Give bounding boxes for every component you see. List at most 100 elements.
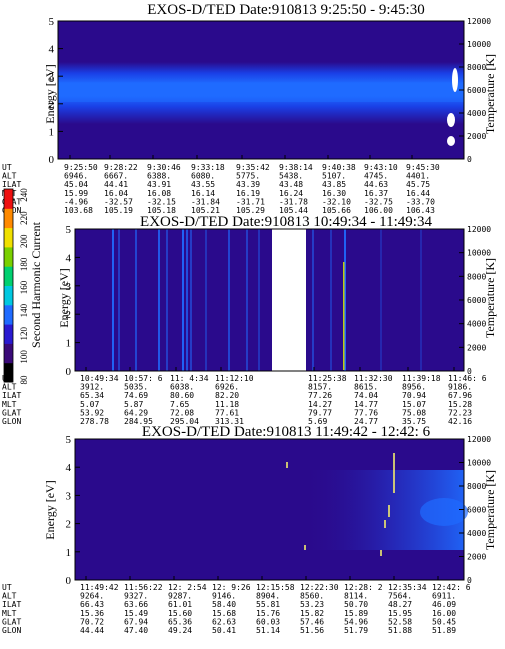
- orbit-value: 5438.: [279, 172, 303, 181]
- colorbar-segment: [4, 285, 13, 306]
- orbit-value: 16.19: [236, 189, 260, 198]
- orbit-value: 11:25:38: [308, 374, 347, 383]
- colorbar: 80 100 120 140 160 180 200 220 240 Second Harmon…: [3, 188, 43, 385]
- y2-tick-label: 2000: [467, 343, 486, 352]
- orbit-row-label: ALT: [2, 592, 17, 601]
- orbit-value: 45.04: [64, 180, 88, 189]
- orbit-value: 64.29: [124, 408, 148, 417]
- spectral-streaks: [286, 453, 395, 556]
- colorbar-tick-label: 120: [19, 327, 29, 341]
- y-tick-label: 4: [49, 44, 55, 56]
- orbit-value: 51.88: [388, 626, 412, 635]
- orbit-row-label: GLAT: [2, 408, 21, 417]
- colorbar-tick-label: 240: [19, 188, 29, 202]
- y-tick-label: 5: [66, 434, 72, 446]
- y-tick-label: 3: [66, 281, 72, 293]
- orbit-value: 9186.: [448, 383, 472, 392]
- orbit-value: 9:30:46: [147, 163, 181, 172]
- orbit-value: -32.10: [322, 197, 351, 206]
- orbit-value: 15.36: [80, 609, 104, 618]
- orbit-row-label: UT: [2, 163, 12, 172]
- orbit-value: 65.36: [168, 617, 192, 626]
- orbit-value: 12:22:30: [300, 583, 339, 592]
- orbit-value: 74.69: [124, 391, 148, 400]
- orbit-value: 12:15:58: [256, 583, 295, 592]
- streak: [158, 229, 160, 371]
- orbit-value: 15.76: [256, 609, 280, 618]
- orbit-value: 105.19: [104, 206, 133, 215]
- y-axis-label: Energy [eV]: [43, 480, 57, 539]
- orbit-value: 6911.: [432, 592, 456, 601]
- orbit-value: 43.48: [279, 180, 303, 189]
- emission-blob: [420, 498, 468, 526]
- panel-title: EXOS-D/TED Date:910813 9:25:50 - 9:45:30: [147, 2, 424, 18]
- orbit-value: 6926.: [215, 383, 239, 392]
- orbit-value: 35.75: [402, 417, 426, 426]
- orbit-value: 105.44: [279, 206, 308, 215]
- temperature-marker: [452, 68, 458, 92]
- orbit-value: 15.95: [388, 609, 412, 618]
- colorbar-segment: [4, 189, 13, 209]
- orbit-value: -32.75: [364, 197, 393, 206]
- y2-tick-label: 12000: [467, 435, 491, 444]
- orbit-value: 8157.: [308, 383, 332, 392]
- orbit-value: 4401.: [406, 172, 430, 181]
- orbit-value: 3912.: [80, 383, 104, 392]
- orbit-value: 9287.: [168, 592, 192, 601]
- feature: [380, 550, 382, 556]
- streak: [135, 229, 137, 371]
- orbit-value: 11.18: [215, 400, 239, 409]
- orbit-value: 50.45: [432, 617, 456, 626]
- orbit-value: 15.49: [124, 609, 148, 618]
- orbit-value: 8114.: [344, 592, 368, 601]
- orbit-value: 6667.: [104, 172, 128, 181]
- y-tick-label: 1: [66, 547, 72, 559]
- feature: [384, 520, 386, 528]
- orbit-value: 16.37: [364, 189, 388, 198]
- orbit-value: 9:28:22: [104, 163, 138, 172]
- orbit-value: 15.07: [402, 400, 426, 409]
- colorbar-tick-label: 100: [19, 350, 29, 364]
- orbit-table: UTALTILATMLTGLATGLON11:49:429264.66.4315…: [2, 583, 471, 635]
- colorbar-segment: [4, 324, 13, 344]
- orbit-value: 50.41: [212, 626, 236, 635]
- y2-tick-label: 0: [467, 155, 472, 164]
- orbit-table: UTALTILATMLTGLATGLON9:25:506946.45.0415.…: [2, 163, 440, 215]
- streak: [380, 229, 382, 371]
- colorbar-tick-label: 180: [19, 257, 29, 271]
- y2-tick-label: 10000: [467, 40, 491, 49]
- orbit-value: 8956.: [402, 383, 426, 392]
- colorbar-segment: [4, 343, 13, 364]
- orbit-value: 46.09: [432, 600, 456, 609]
- orbit-value: 16.44: [406, 189, 430, 198]
- orbit-value: 80.60: [170, 391, 194, 400]
- plot-background: [75, 229, 464, 371]
- orbit-value: 9:25:50: [64, 163, 98, 172]
- orbit-row-label: ILAT: [2, 180, 21, 189]
- y2-tick-label: 8000: [467, 272, 486, 281]
- orbit-value: 16.00: [432, 609, 456, 618]
- streak: [190, 229, 192, 371]
- streak-bright: [343, 262, 345, 370]
- orbit-value: 72.08: [170, 408, 194, 417]
- y-tick-label: 0: [66, 575, 72, 587]
- temperature-marker: [447, 136, 455, 146]
- y2-tick-label: 4000: [467, 529, 486, 538]
- orbit-value: 9:38:14: [279, 163, 313, 172]
- orbit-value: 105.66: [322, 206, 351, 215]
- orbit-value: 55.81: [256, 600, 280, 609]
- streak: [186, 229, 188, 371]
- colorbar-label: Second Harmonic Current: [29, 221, 43, 348]
- orbit-value: 11:49:42: [80, 583, 119, 592]
- streak: [166, 229, 168, 371]
- feature: [393, 453, 395, 493]
- orbit-value: 51.56: [300, 626, 324, 635]
- orbit-value: 11:32:30: [354, 374, 393, 383]
- orbit-table: UTALTILATMLTGLATGLON10:49:343912.65.345.…: [2, 374, 487, 426]
- orbit-value: 9:33:18: [191, 163, 225, 172]
- streak: [420, 229, 422, 371]
- colorbar-segment: [4, 362, 13, 383]
- y2-tick-label: 6000: [467, 506, 486, 515]
- y2-tick-label: 4000: [467, 109, 486, 118]
- orbit-value: 70.72: [80, 617, 104, 626]
